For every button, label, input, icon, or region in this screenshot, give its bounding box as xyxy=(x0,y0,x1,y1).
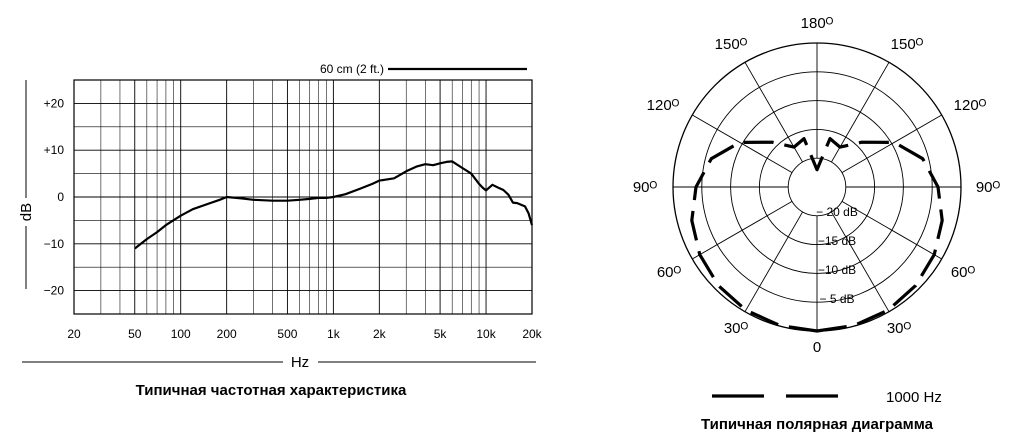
ring-label: − 20 dB xyxy=(816,205,858,219)
angle-label: 0 xyxy=(813,339,821,356)
y-tick-label: −10 xyxy=(44,237,65,251)
x-tick-label: 1k xyxy=(327,327,341,341)
polar-spoke xyxy=(692,201,793,260)
legend-label: 60 cm (2 ft.) xyxy=(320,62,384,76)
x-tick-label: 100 xyxy=(171,327,191,341)
series-line-1000hz xyxy=(690,137,944,333)
x-tick-label: 50 xyxy=(128,327,142,341)
y-axis-label: dB xyxy=(18,203,35,221)
angle-label: 150ᴼ xyxy=(891,36,924,53)
x-axis-label: Hz xyxy=(291,354,309,371)
frequency-grid xyxy=(74,79,532,315)
x-ticks: 20 50 100 200 500 1k 2k 5k 10k 20k xyxy=(67,327,542,341)
angle-label: 90ᴼ xyxy=(976,179,1001,196)
polar-spoke xyxy=(841,201,942,260)
polar-spoke xyxy=(841,114,942,173)
angle-label: 30ᴼ xyxy=(887,320,912,337)
ring-label: −10 dB xyxy=(818,263,856,277)
frequency-response-chart: +20+100−10−20 20 50 100 200 500 1k 2k 5k 10k 20k … xyxy=(18,62,543,399)
angle-labels: 0 30ᴼ 30ᴼ 60ᴼ 60ᴼ 90ᴼ 90ᴼ 120ᴼ 120ᴼ 150ᴼ 150ᴼ 180ᴼ xyxy=(633,15,1001,356)
polar-spoke xyxy=(692,114,793,173)
ring-label: −15 dB xyxy=(818,234,856,248)
y-ticks: +20 +10 0 −10 −20 xyxy=(44,96,65,297)
angle-label: 60ᴼ xyxy=(951,264,976,281)
y-tick-label: +10 xyxy=(44,143,65,157)
x-tick-label: 5k xyxy=(434,327,448,341)
y-tick-label: −20 xyxy=(44,284,65,298)
angle-label: 180ᴼ xyxy=(801,15,834,32)
plot-frame xyxy=(73,79,533,315)
polar-chart-caption: Типичная полярная диаграмма xyxy=(701,416,934,433)
angle-label: 60ᴼ xyxy=(657,264,682,281)
polar-spokes xyxy=(673,43,961,331)
angle-label: 120ᴼ xyxy=(647,97,680,114)
series-line-60cm xyxy=(134,160,534,250)
polar-legend-label: 1000 Hz xyxy=(886,389,942,406)
polar-spoke xyxy=(744,211,803,312)
ring-labels: − 5 dB −10 dB −15 dB − 20 dB xyxy=(816,205,858,306)
x-tick-label: 2k xyxy=(373,327,387,341)
x-tick-label: 20 xyxy=(67,327,81,341)
x-tick-label: 10k xyxy=(476,327,496,341)
x-tick-label: 500 xyxy=(277,327,297,341)
x-tick-label: 20k xyxy=(522,327,542,341)
angle-label: 30ᴼ xyxy=(724,320,749,337)
angle-label: 90ᴼ xyxy=(633,179,658,196)
frequency-chart-caption: Типичная частотная характеристика xyxy=(136,382,407,399)
polar-spoke xyxy=(831,211,890,312)
polar-pattern-chart: − 5 dB −10 dB −15 dB − 20 dB 0 30ᴼ 30ᴼ 60ᴼ 60ᴼ 9… xyxy=(633,15,1001,433)
y-tick-label: +20 xyxy=(44,96,65,110)
angle-label: 120ᴼ xyxy=(954,97,987,114)
angle-label: 150ᴼ xyxy=(715,36,748,53)
y-tick-label: 0 xyxy=(57,190,64,204)
x-tick-label: 200 xyxy=(217,327,237,341)
ring-label: − 5 dB xyxy=(819,292,854,306)
